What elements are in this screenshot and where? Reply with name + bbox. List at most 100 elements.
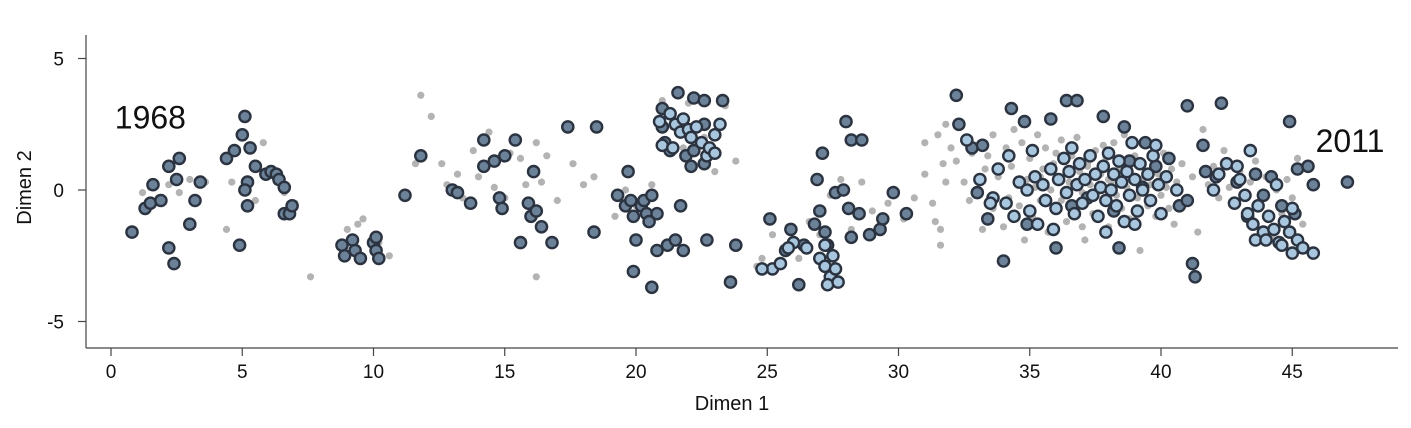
highlight-point-light	[684, 130, 698, 145]
highlight-point-dark	[949, 88, 964, 103]
highlight-point-dark	[684, 159, 698, 174]
highlight-point-dark	[172, 151, 187, 166]
highlight-point-dark	[697, 93, 712, 108]
highlight-point-light	[663, 106, 677, 121]
background-point	[453, 170, 462, 178]
highlight-point-dark	[645, 280, 659, 295]
highlight-point-dark	[1004, 101, 1019, 116]
highlight-point-dark	[715, 93, 730, 108]
highlight-point-dark	[232, 238, 247, 252]
highlight-point-light	[1086, 188, 1100, 203]
highlight-point-light	[983, 196, 998, 210]
background-point	[1215, 194, 1223, 202]
background-point	[984, 152, 992, 160]
highlight-point-light	[708, 146, 722, 160]
highlight-point-dark	[526, 164, 541, 179]
highlight-point-dark	[1044, 112, 1058, 126]
highlight-point-light	[1285, 246, 1300, 260]
highlight-point-dark	[818, 225, 832, 239]
highlight-point-light	[1120, 164, 1134, 179]
highlight-point-dark	[235, 127, 250, 142]
background-point	[417, 91, 425, 99]
background-point	[1099, 141, 1107, 149]
background-point	[579, 181, 588, 189]
highlight-point-dark	[534, 219, 549, 234]
axes	[85, 35, 1398, 349]
highlight-point-light	[1130, 204, 1145, 218]
highlight-point-dark	[125, 225, 139, 239]
background-point	[553, 196, 561, 205]
highlight-point-dark	[763, 212, 777, 226]
highlight-point-light	[1277, 214, 1292, 229]
background-point	[795, 254, 803, 262]
background-point	[175, 189, 183, 197]
highlight-point-light	[1088, 167, 1103, 181]
highlight-point-light	[1125, 135, 1139, 150]
highlight-point-dark	[161, 241, 176, 255]
highlight-point-dark	[248, 159, 263, 174]
highlight-point-light	[1002, 148, 1016, 163]
highlight-point-dark	[626, 264, 641, 279]
highlight-point-dark	[1256, 188, 1271, 203]
background-point	[543, 152, 551, 160]
background-point	[1220, 147, 1228, 155]
highlight-point-dark	[810, 172, 824, 187]
background-point	[259, 139, 267, 147]
highlight-point-dark	[876, 212, 890, 226]
highlight-point-light	[973, 172, 987, 187]
highlight-point-dark	[476, 159, 491, 174]
highlight-point-light	[1269, 177, 1284, 192]
highlight-point-light	[1112, 154, 1126, 168]
background-point	[1057, 196, 1065, 205]
background-point	[1018, 139, 1026, 147]
highlight-point-dark	[497, 148, 512, 163]
background-point	[952, 157, 960, 165]
background-point	[228, 178, 236, 186]
background-point	[1178, 160, 1186, 168]
highlight-point-dark	[813, 204, 827, 218]
highlight-point-dark	[1185, 256, 1200, 271]
highlight-point-light	[1028, 169, 1042, 184]
highlight-point-dark	[1188, 269, 1202, 284]
highlight-point-dark	[240, 198, 255, 213]
background-point	[1209, 162, 1218, 170]
background-point	[758, 254, 766, 262]
background-point	[1007, 162, 1016, 170]
highlight-point-dark	[188, 193, 202, 208]
x-tick-label: 0	[106, 362, 117, 383]
highlight-point-light	[828, 262, 843, 276]
highlight-point-light	[1238, 188, 1252, 203]
highlight-point-dark	[642, 214, 656, 229]
highlight-point-light	[1099, 225, 1113, 239]
highlight-point-light	[826, 248, 840, 263]
background-point	[1246, 178, 1254, 186]
background-point	[1010, 125, 1018, 134]
highlight-point-light	[1296, 241, 1310, 255]
highlight-point-dark	[154, 193, 168, 208]
highlight-point-light	[1114, 175, 1129, 189]
background-point	[960, 178, 968, 186]
highlight-point-light	[1059, 185, 1074, 200]
background-point	[222, 225, 231, 233]
highlight-point-dark	[277, 180, 292, 195]
highlight-point-light	[818, 238, 832, 252]
highlight-point-light	[1083, 148, 1097, 163]
highlight-point-light	[1078, 172, 1092, 187]
highlight-point-dark	[146, 177, 160, 192]
highlight-point-dark	[1017, 114, 1032, 129]
highlight-point-dark	[855, 133, 869, 147]
background-point	[939, 160, 947, 168]
highlight-point-light	[1243, 143, 1258, 158]
highlight-point-light	[960, 133, 974, 147]
background-point	[1194, 228, 1202, 236]
highlight-point-dark	[285, 198, 299, 213]
background-point	[516, 154, 525, 162]
background-point	[1165, 204, 1173, 212]
highlight-point-light	[1246, 217, 1260, 231]
highlight-point-light	[1240, 206, 1255, 221]
highlight-point-light	[1012, 175, 1027, 189]
highlight-point-light	[1233, 172, 1247, 187]
highlight-point-light	[1154, 206, 1168, 221]
highlight-point-dark	[193, 175, 208, 189]
background-point	[1052, 149, 1060, 157]
